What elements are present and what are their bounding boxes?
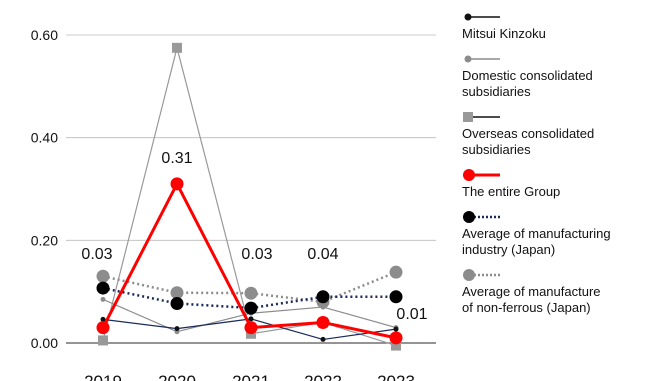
legend-label-line2: of non-ferrous (Japan): [462, 300, 591, 315]
data-point-marker: [244, 301, 258, 315]
y-tick-label: 0.60: [31, 27, 58, 43]
data-point-marker: [393, 326, 399, 332]
legend-label-line1: The entire Group: [462, 184, 561, 199]
data-point-marker: [170, 286, 184, 300]
series-1: [100, 316, 399, 342]
data-point-marker: [248, 316, 254, 322]
legend-item-non-ferrous-average: Average of manufacture of non-ferrous (J…: [462, 266, 650, 316]
legend-label-line2: subsidiaries: [462, 84, 531, 99]
data-label: 0.31: [161, 150, 192, 167]
legend-item-mitsui-kinzoku: Mitsui Kinzoku: [462, 8, 650, 42]
x-tick-label: 2019: [84, 372, 122, 381]
series-6: [96, 265, 403, 309]
legend-swatch-manufacturing-average: [463, 211, 500, 223]
data-point-marker: [316, 315, 330, 329]
data-point-marker: [316, 290, 330, 304]
data-point-marker: [96, 281, 110, 295]
data-point-marker: [244, 321, 258, 335]
legend-swatch-overseas-subsidiaries: [463, 112, 500, 122]
data-label: 0.01: [396, 306, 427, 323]
x-tick-label: 2021: [232, 372, 270, 381]
legend-label-line2: industry (Japan): [462, 242, 556, 257]
legend-swatch-non-ferrous-average: [463, 269, 500, 281]
legend-label-line2: subsidiaries: [462, 142, 531, 157]
series-group: [96, 42, 403, 351]
data-point-marker: [389, 290, 403, 304]
data-point-marker: [391, 340, 401, 351]
series-line: [102, 271, 397, 304]
y-axis-tick-labels: 0.00 0.20 0.40 0.60: [31, 27, 58, 351]
data-point-marker: [100, 296, 106, 302]
legend-swatch-entire-group: [463, 169, 500, 181]
data-point-marker: [174, 326, 180, 332]
data-label: 0.03: [241, 246, 272, 263]
legend-label-line1: Average of manufacture: [462, 284, 601, 299]
x-tick-label: 2022: [304, 372, 342, 381]
data-point-marker: [96, 321, 110, 335]
y-tick-label: 0.40: [31, 130, 58, 146]
data-point-marker: [98, 335, 108, 346]
legend-item-entire-group: The entire Group: [462, 166, 650, 200]
y-tick-label: 0.20: [31, 232, 58, 248]
legend-label-line1: Overseas consolidated: [462, 126, 595, 141]
data-point-marker: [100, 316, 106, 322]
data-point-marker: [170, 296, 184, 310]
grid-lines: [66, 34, 436, 344]
legend-item-overseas-subsidiaries: Overseas consolidated subsidiaries: [462, 108, 650, 158]
data-point-marker: [389, 265, 403, 279]
x-axis-tick-labels: 2019 2020 2021 2022 2023: [84, 372, 415, 381]
legend: Mitsui Kinzoku Domestic consolidated sub…: [462, 8, 650, 324]
legend-item-domestic-subsidiaries: Domestic consolidated subsidiaries: [462, 50, 650, 100]
y-tick-label: 0.00: [31, 335, 58, 351]
series-4: [96, 177, 403, 345]
legend-label-line1: Domestic consolidated: [462, 68, 593, 83]
data-point-marker: [320, 336, 326, 342]
legend-item-manufacturing-average: Average of manufacturing industry (Japan…: [462, 208, 650, 258]
x-tick-label: 2020: [158, 372, 196, 381]
data-labels: 0.03 0.31 0.03 0.04 0.01: [81, 150, 427, 323]
series-line: [102, 286, 396, 310]
data-label: 0.04: [307, 246, 338, 263]
legend-label-line1: Average of manufacturing: [462, 226, 611, 241]
series-5: [96, 281, 403, 315]
legend-swatch-domestic-subsidiaries: [464, 55, 500, 63]
line-chart: 0.00 0.20 0.40 0.60 2019 2020 2021 2022 2023 0.…: [31, 27, 436, 381]
x-tick-label: 2023: [377, 372, 415, 381]
data-point-marker: [244, 286, 258, 300]
data-point-marker: [96, 269, 110, 283]
legend-swatch-mitsui-kinzoku: [464, 13, 500, 21]
series-line: [102, 47, 397, 347]
legend-label-line1: Mitsui Kinzoku: [462, 26, 546, 41]
data-label: 0.03: [81, 246, 112, 263]
data-point-marker: [172, 42, 182, 53]
data-point-marker: [389, 331, 403, 345]
data-point-marker: [170, 177, 184, 191]
